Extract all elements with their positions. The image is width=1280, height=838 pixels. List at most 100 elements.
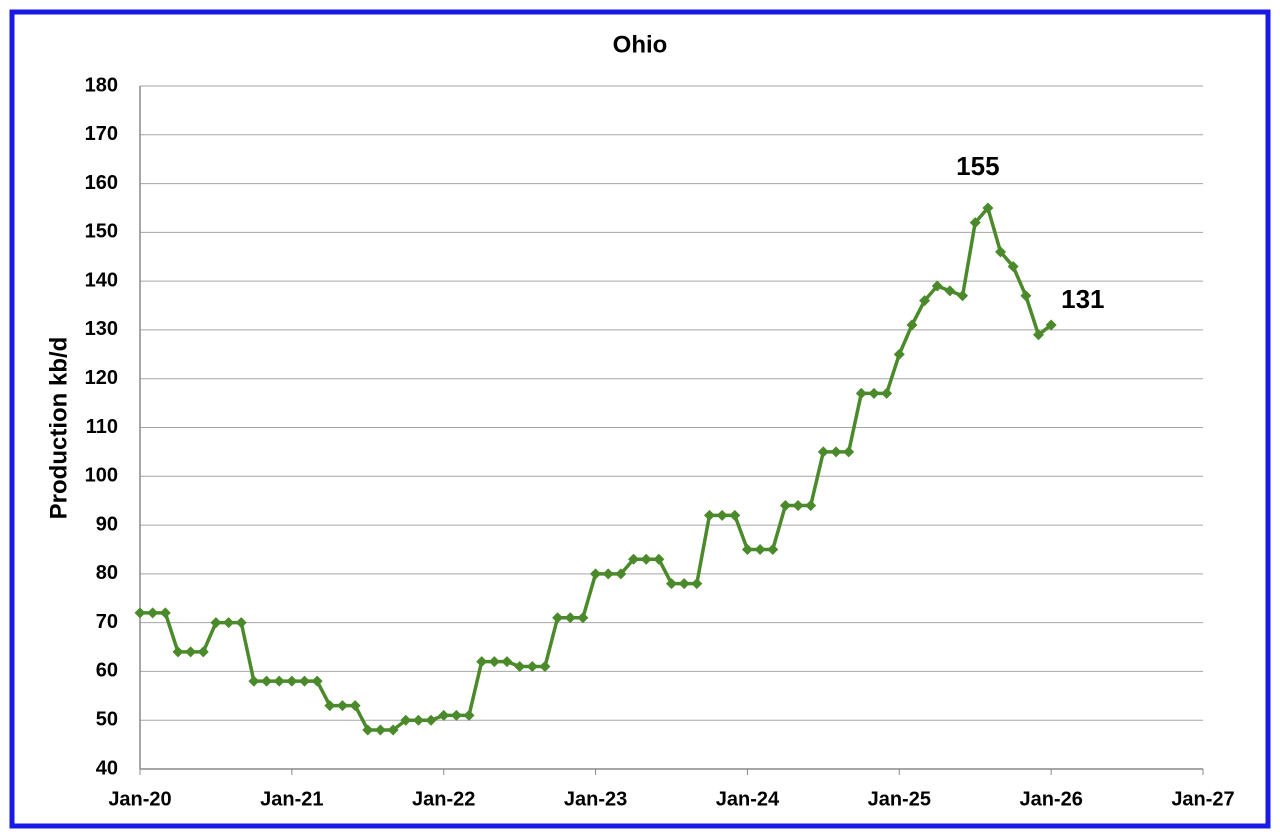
data-point (805, 500, 817, 512)
data-point (767, 543, 779, 555)
y-tick-label: 160 (85, 172, 118, 194)
data-point (590, 568, 602, 580)
frame (9, 9, 1271, 829)
y-tick-label: 180 (85, 74, 118, 96)
data-point (716, 509, 728, 521)
data-point (564, 612, 576, 624)
x-tick-label: Jan-20 (108, 788, 171, 810)
data-point (159, 607, 171, 619)
x-tick-label: Jan-22 (412, 788, 475, 810)
data-point (1045, 319, 1057, 331)
data-point (995, 246, 1007, 258)
data-point (261, 675, 273, 687)
annotation: 155 (956, 151, 999, 181)
x-tick-label: Jan-23 (564, 788, 627, 810)
data-point (526, 661, 538, 673)
y-tick-label: 110 (86, 416, 118, 438)
data-point (830, 446, 842, 458)
data-point (311, 675, 323, 687)
data-point (552, 612, 564, 624)
data-point (741, 543, 753, 555)
data-point (374, 724, 386, 736)
data-point (691, 578, 703, 590)
data-point (817, 446, 829, 458)
data-point (881, 387, 893, 399)
data-point (223, 617, 235, 629)
y-tick-label: 50 (96, 708, 118, 730)
data-point (362, 724, 374, 736)
data-point (185, 646, 197, 658)
data-point (855, 387, 867, 399)
data-point (982, 202, 994, 214)
data-point (1007, 261, 1019, 273)
data-point (501, 656, 513, 668)
data-point (969, 217, 981, 229)
data-point (248, 675, 260, 687)
data-point (944, 285, 956, 297)
x-tick-label: Jan-21 (260, 788, 323, 810)
y-tick-label: 130 (85, 318, 118, 340)
data-point (172, 646, 184, 658)
data-point (653, 553, 665, 565)
y-tick-label: 170 (85, 123, 118, 145)
data-point (893, 348, 905, 360)
data-point (463, 709, 475, 721)
data-point (1020, 290, 1032, 302)
data-point (754, 543, 766, 555)
data-point (476, 656, 488, 668)
data-point (729, 509, 741, 521)
data-point (134, 607, 146, 619)
data-point (425, 714, 437, 726)
y-tick-label: 150 (85, 221, 118, 243)
data-point (666, 578, 677, 590)
data-point (602, 568, 614, 580)
data-point (412, 714, 424, 726)
y-tick-label: 60 (96, 660, 118, 682)
data-point (539, 661, 551, 673)
data-point (400, 714, 412, 726)
data-point (957, 290, 969, 302)
data-point (868, 387, 880, 399)
y-tick-label: 120 (85, 367, 118, 389)
y-axis-label: Production kb/d (45, 337, 72, 520)
data-point (628, 553, 640, 565)
y-tick-label: 100 (85, 465, 118, 487)
x-tick-label: Jan-25 (868, 788, 931, 810)
y-tick-label: 140 (85, 269, 118, 291)
data-point (514, 661, 526, 673)
data-point (450, 709, 462, 721)
data-point (615, 568, 627, 580)
annotation: 131 (1061, 284, 1104, 314)
data-point (235, 617, 247, 629)
data-point (273, 675, 285, 687)
data-point (324, 700, 336, 712)
data-point (488, 656, 500, 668)
data-point (779, 500, 791, 512)
data-point (577, 612, 589, 624)
x-tick-label: Jan-27 (1171, 788, 1234, 810)
data-point (387, 724, 399, 736)
data-point (703, 509, 715, 521)
x-tick-label: Jan-24 (716, 788, 780, 810)
data-point (640, 553, 652, 565)
y-tick-label: 80 (96, 562, 118, 584)
data-point (906, 319, 918, 331)
data-point (919, 295, 931, 307)
x-tick-label: Jan-26 (1019, 788, 1082, 810)
chart-title: Ohio (613, 31, 668, 58)
data-point (336, 700, 348, 712)
data-point (843, 446, 855, 458)
data-point (210, 617, 222, 629)
y-tick-label: 40 (96, 757, 118, 779)
y-tick-label: 90 (96, 513, 118, 535)
data-point (286, 675, 298, 687)
data-point (197, 646, 209, 658)
data-point (349, 700, 361, 712)
data-point (147, 607, 159, 619)
data-point (1032, 329, 1044, 341)
data-point (438, 709, 450, 721)
data-point (931, 280, 943, 292)
data-point (678, 578, 690, 590)
data-point (792, 500, 804, 512)
